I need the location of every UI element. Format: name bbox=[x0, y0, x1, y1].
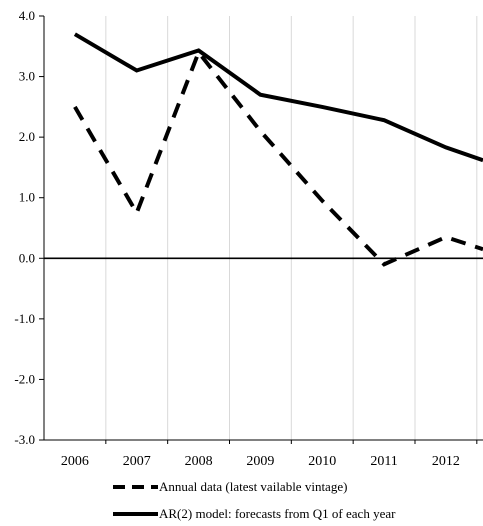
x-axis-ticks: 2006 2007 2008 2009 2010 2011 2012 bbox=[44, 439, 483, 469]
y-axis-ticks: 4.0 3.0 2.0 1.0 0.0 -1.0 -2.0 -3.0 bbox=[14, 8, 44, 447]
series-annual-data-line bbox=[73, 48, 483, 267]
y-tick-label: 2.0 bbox=[19, 129, 35, 144]
legend-label: Annual data (latest vailable vintage) bbox=[159, 479, 347, 494]
y-tick-label: 1.0 bbox=[19, 190, 35, 205]
y-tick-label: 0.0 bbox=[19, 250, 35, 265]
x-tick-label: 2007 bbox=[123, 454, 151, 469]
y-tick-label: 4.0 bbox=[19, 8, 35, 23]
x-tick-label: 2012 bbox=[432, 454, 460, 469]
series-lines bbox=[73, 32, 483, 267]
x-tick-label: 2009 bbox=[246, 454, 274, 469]
x-tick-label: 2011 bbox=[370, 454, 397, 469]
series-ar2-forecast-line bbox=[73, 32, 483, 163]
y-tick-label: 3.0 bbox=[19, 69, 35, 84]
legend-label: AR(2) model: forecasts from Q1 of each y… bbox=[159, 506, 396, 521]
x-tick-label: 2010 bbox=[308, 454, 336, 469]
legend: Annual data (latest vailable vintage) AR(… bbox=[113, 479, 396, 521]
y-tick-label: -2.0 bbox=[14, 371, 35, 386]
grid-lines bbox=[105, 16, 478, 440]
y-tick-label: -3.0 bbox=[14, 432, 35, 447]
y-tick-label: -1.0 bbox=[14, 311, 35, 326]
x-tick-label: 2006 bbox=[61, 454, 89, 469]
x-tick-label: 2008 bbox=[185, 454, 213, 469]
